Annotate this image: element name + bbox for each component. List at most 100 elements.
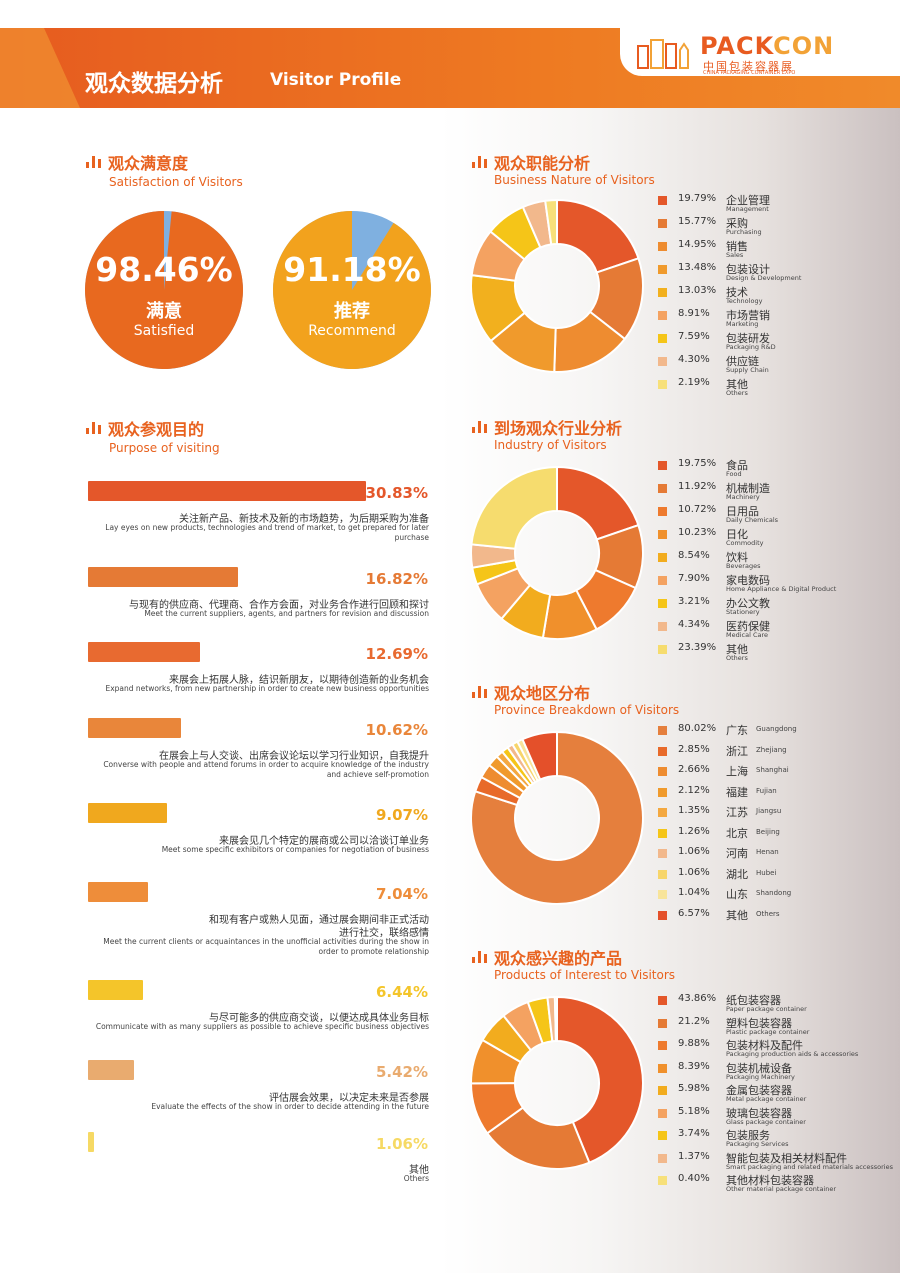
products-legend-item: 5.98% 金属包装容器 Metal package container bbox=[658, 1083, 898, 1105]
purpose-label: 来展会见几个特定的展商或公司以洽谈订单业务 bbox=[219, 836, 429, 847]
purpose-title: 观众参观目的 bbox=[108, 420, 205, 439]
logo-en: CHINA PACKAGING CONTAINER EXPO bbox=[703, 70, 796, 76]
recommend-cn: 推荐 bbox=[334, 301, 370, 322]
bar-chart-icon bbox=[472, 951, 487, 963]
purpose-label: 其他 bbox=[409, 1165, 429, 1176]
province-legend-item: 2.66% 上海 Shanghai bbox=[658, 764, 898, 786]
legend-pct: 21.2% bbox=[678, 1015, 710, 1027]
industry-legend-item: 11.92% 机械制造 Machinery bbox=[658, 481, 898, 503]
legend-swatch bbox=[658, 357, 667, 366]
legend-swatch bbox=[658, 311, 667, 320]
legend-pct: 2.12% bbox=[678, 784, 710, 796]
legend-pct: 3.21% bbox=[678, 596, 710, 607]
purpose-value: 30.83% bbox=[365, 484, 428, 502]
products-legend-item: 43.86% 纸包装容器 Paper package container bbox=[658, 993, 898, 1015]
legend-pct: 2.85% bbox=[678, 743, 710, 755]
purpose-bar bbox=[86, 1130, 96, 1154]
purpose-value: 12.69% bbox=[365, 645, 428, 663]
legend-swatch bbox=[658, 1041, 667, 1050]
province-legend-item: 6.57% 其他 Others bbox=[658, 908, 898, 930]
legend-pct: 2.19% bbox=[678, 377, 710, 388]
province-legend-item: 2.12% 福建 Fujian bbox=[658, 785, 898, 807]
legend-pct: 8.54% bbox=[678, 550, 710, 561]
legend-pct: 11.92% bbox=[678, 481, 717, 492]
legend-en: Packaging production aids & accessories bbox=[726, 1050, 859, 1058]
legend-cn: 广东 bbox=[726, 724, 748, 737]
purpose-subtitle: Purpose of visiting bbox=[109, 441, 220, 455]
recommend-pct: 91.18% bbox=[283, 250, 421, 289]
page-title: 观众数据分析 bbox=[85, 71, 223, 97]
legend-cn: 河南 bbox=[726, 847, 748, 860]
legend-pct: 80.02% bbox=[678, 723, 717, 734]
legend-swatch bbox=[658, 1176, 667, 1185]
legend-pct: 14.95% bbox=[678, 239, 717, 250]
legend-pct: 0.40% bbox=[678, 1173, 710, 1184]
products-legend-item: 3.74% 包装服务 Packaging Services bbox=[658, 1128, 898, 1150]
legend-pct: 19.79% bbox=[678, 193, 717, 204]
legend-en: Others bbox=[726, 389, 748, 397]
business-legend-item: 14.95% 销售 Sales bbox=[658, 239, 898, 261]
purpose-value: 7.04% bbox=[375, 885, 428, 903]
legend-en: Shanghai bbox=[756, 766, 789, 774]
business-legend-item: 4.30% 供应链 Supply Chain bbox=[658, 354, 898, 376]
purpose-label-en: Meet the current suppliers, agents, and … bbox=[144, 609, 429, 618]
legend-cn: 销售 bbox=[726, 240, 748, 253]
legend-pct: 4.34% bbox=[678, 619, 710, 630]
legend-cn: 包装研发 bbox=[726, 332, 770, 345]
legend-en: Stationery bbox=[726, 608, 760, 616]
legend-cn: 其他材料包装容器 bbox=[726, 1174, 814, 1187]
industry-legend-item: 8.54% 饮料 Beverages bbox=[658, 550, 898, 572]
purpose-label: 与现有的供应商、代理商、合作方会面，对业务合作进行回顾和探讨 bbox=[129, 600, 429, 611]
legend-en: Medical Care bbox=[726, 631, 769, 639]
legend-swatch bbox=[658, 219, 667, 228]
logo-cn: 中国包装容器展 bbox=[703, 60, 794, 73]
industry-legend-item: 4.34% 医药保健 Medical Care bbox=[658, 619, 898, 641]
legend-en: Machinery bbox=[726, 493, 760, 501]
province-subtitle: Province Breakdown of Visitors bbox=[494, 703, 680, 717]
legend-swatch bbox=[658, 484, 667, 493]
legend-pct: 6.57% bbox=[678, 907, 710, 919]
purpose-label: 与尽可能多的供应商交谈，以便达成具体业务目标 bbox=[209, 1013, 429, 1024]
products-subtitle: Products of Interest to Visitors bbox=[494, 968, 676, 982]
legend-cn: 家电数码 bbox=[726, 574, 770, 587]
logo-wordmark: PACKCON bbox=[700, 32, 834, 60]
legend-pct: 9.88% bbox=[678, 1038, 710, 1049]
industry-title: 到场观众行业分析 bbox=[494, 419, 623, 438]
legend-cn: 日用品 bbox=[726, 505, 759, 518]
legend-swatch bbox=[658, 622, 667, 631]
legend-en: Management bbox=[726, 205, 769, 213]
legend-pct: 1.06% bbox=[678, 866, 710, 878]
purpose-label-en: Expand networks, from new partnership in… bbox=[105, 684, 429, 693]
purpose-label-en: Lay eyes on new products, technologies a… bbox=[105, 523, 429, 532]
legend-swatch bbox=[658, 645, 667, 654]
legend-en: Shandong bbox=[756, 889, 792, 897]
legend-swatch bbox=[658, 553, 667, 562]
legend-pct: 7.59% bbox=[678, 331, 710, 342]
purpose-value: 16.82% bbox=[365, 570, 428, 588]
donut-charts bbox=[469, 198, 644, 1170]
legend-pct: 8.91% bbox=[678, 308, 710, 319]
legend-pct: 10.23% bbox=[678, 527, 717, 538]
legend-en: Others bbox=[726, 654, 748, 662]
legend-swatch bbox=[658, 1086, 667, 1095]
legend-en: Design & Development bbox=[726, 274, 802, 282]
legend-swatch bbox=[658, 599, 667, 608]
satisfaction-pie-slice bbox=[85, 211, 244, 369]
legend-cn: 技术 bbox=[726, 286, 748, 299]
legend-pct: 1.37% bbox=[678, 1150, 710, 1162]
legend-pct: 13.03% bbox=[678, 285, 717, 296]
purpose-label: 评估展会效果，以决定未来是否参展 bbox=[269, 1093, 429, 1104]
industry-legend-item: 7.90% 家电数码 Home Appliance & Digital Produc… bbox=[658, 573, 898, 595]
legend-swatch bbox=[658, 808, 667, 817]
purpose-label-en: Others bbox=[403, 1174, 429, 1183]
legend-cn: 包装设计 bbox=[726, 263, 770, 276]
legend-pct: 1.26% bbox=[678, 825, 710, 837]
industry-legend-item: 3.21% 办公文教 Stationery bbox=[658, 596, 898, 618]
legend-swatch bbox=[658, 767, 667, 776]
province-slice bbox=[470, 730, 644, 905]
legend-cn: 采购 bbox=[726, 217, 748, 230]
legend-en: Commodity bbox=[726, 539, 764, 547]
legend-cn: 包装机械设备 bbox=[726, 1061, 792, 1075]
legend-cn: 包装材料及配件 bbox=[726, 1039, 803, 1052]
products-legend-item: 1.37% 智能包装及相关材料配件 Smart packaging and rela… bbox=[658, 1151, 898, 1173]
